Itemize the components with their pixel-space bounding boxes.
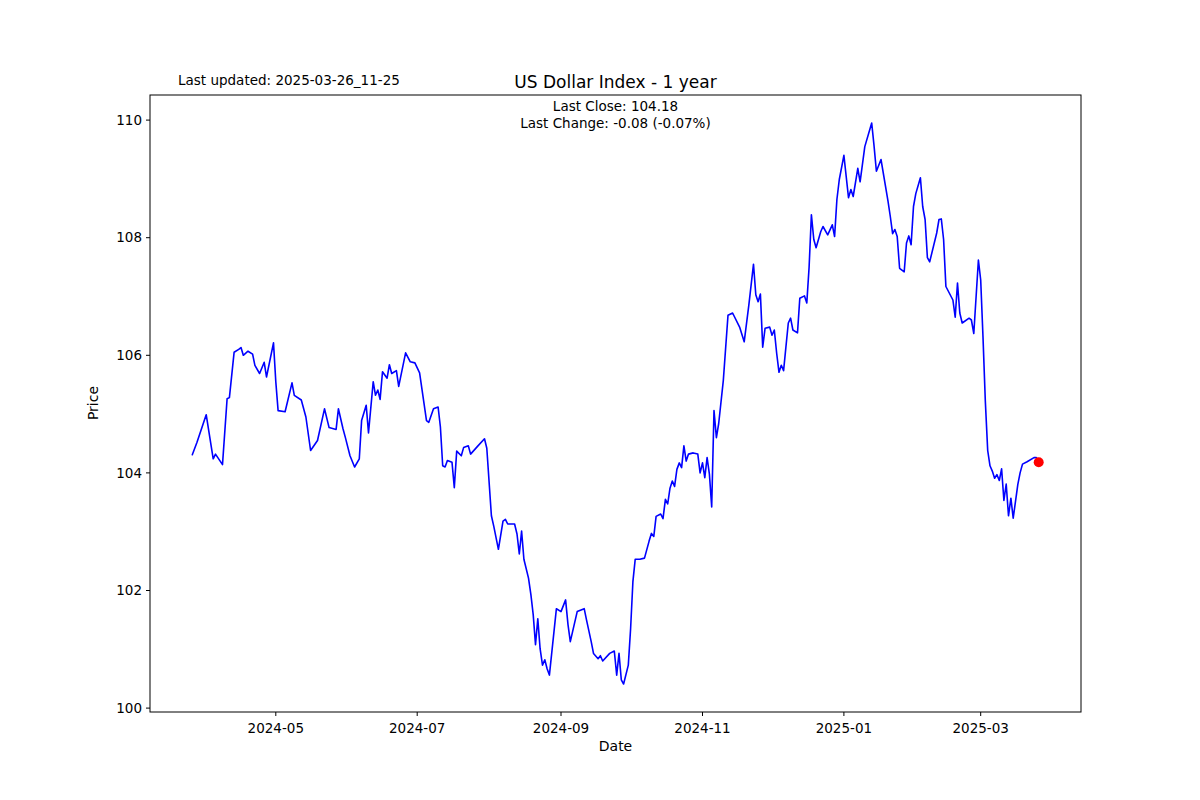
y-axis-label: Price	[85, 386, 101, 420]
y-tick-label: 102	[116, 582, 142, 598]
last-change-annotation: Last Change: -0.08 (-0.07%)	[520, 115, 710, 131]
x-tick-label: 2024-09	[533, 720, 589, 736]
y-tick-label: 108	[116, 229, 142, 245]
chart-figure: Last updated: 2025-03-26_11-25 US Dollar…	[0, 0, 1200, 800]
x-tick-label: 2024-11	[674, 720, 730, 736]
y-tick-label: 106	[116, 347, 142, 363]
y-tick-label: 100	[116, 700, 142, 716]
chart-svg: Last updated: 2025-03-26_11-25 US Dollar…	[0, 0, 1200, 800]
y-tick-label: 104	[116, 465, 142, 481]
y-tick-label: 110	[116, 112, 142, 128]
x-axis-label: Date	[599, 738, 632, 754]
x-axis-ticks: 2024-05 2024-07 2024-09 2024-11 2025-01 2025-…	[248, 712, 1009, 736]
price-line-series	[192, 123, 1038, 684]
last-close-marker	[1034, 457, 1044, 467]
x-tick-label: 2024-07	[389, 720, 445, 736]
last-close-annotation: Last Close: 104.18	[553, 98, 678, 114]
x-tick-label: 2024-05	[248, 720, 304, 736]
x-tick-label: 2025-01	[816, 720, 872, 736]
last-updated-annotation: Last updated: 2025-03-26_11-25	[178, 72, 400, 88]
chart-title: US Dollar Index - 1 year	[514, 72, 716, 92]
x-tick-label: 2025-03	[952, 720, 1008, 736]
y-axis-ticks: 100 102 104 106 108 110	[116, 112, 150, 716]
plot-area-border	[150, 95, 1081, 712]
